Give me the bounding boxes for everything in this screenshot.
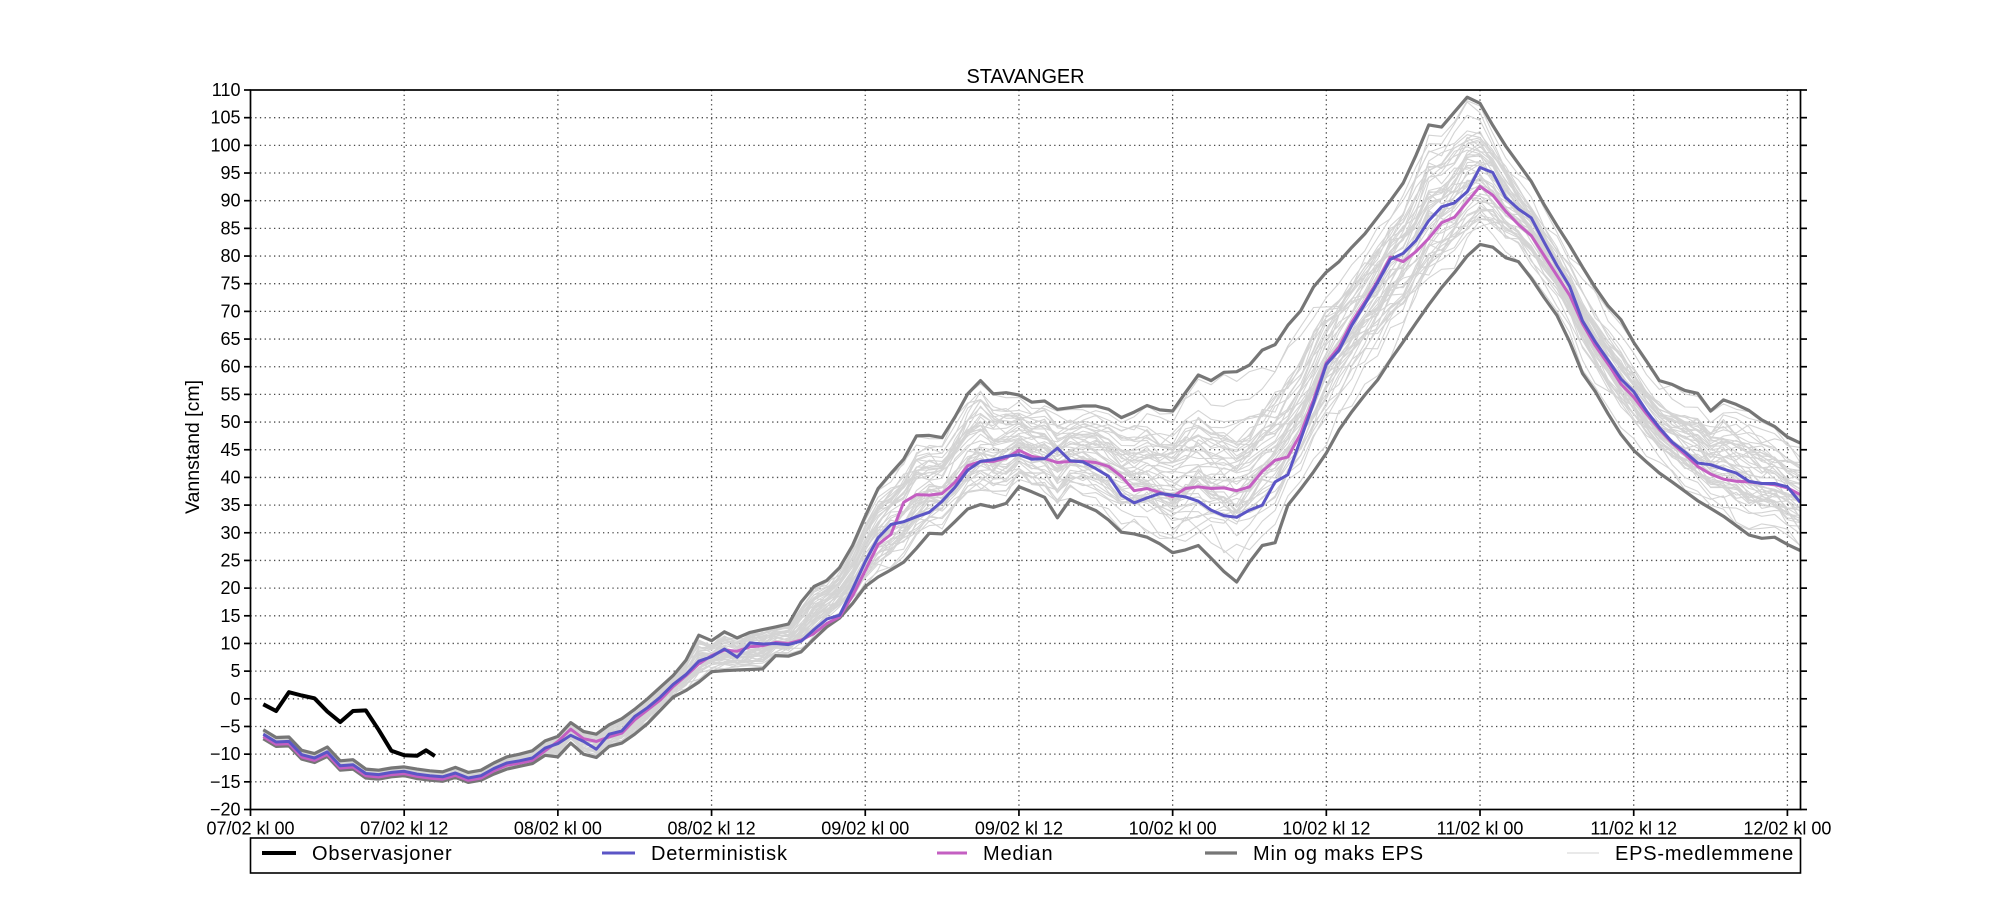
- svg-text:5: 5: [230, 661, 240, 681]
- svg-text:10: 10: [220, 633, 240, 653]
- svg-text:75: 75: [220, 274, 240, 294]
- svg-text:10/02 kl 12: 10/02 kl 12: [1282, 819, 1370, 839]
- svg-text:−10: −10: [210, 744, 241, 764]
- svg-text:95: 95: [220, 163, 240, 183]
- svg-text:Vannstand [cm]: Vannstand [cm]: [182, 380, 204, 514]
- svg-text:70: 70: [220, 301, 240, 321]
- svg-text:20: 20: [220, 578, 240, 598]
- svg-text:11/02 kl 00: 11/02 kl 00: [1437, 819, 1524, 839]
- svg-text:45: 45: [220, 440, 240, 460]
- svg-text:10/02 kl 00: 10/02 kl 00: [1129, 819, 1217, 839]
- svg-text:110: 110: [212, 80, 241, 100]
- svg-text:40: 40: [220, 467, 240, 487]
- svg-text:EPS-medlemmene: EPS-medlemmene: [1615, 843, 1794, 865]
- svg-text:07/02 kl 12: 07/02 kl 12: [360, 819, 448, 839]
- svg-text:90: 90: [220, 191, 240, 211]
- svg-text:25: 25: [220, 550, 240, 570]
- svg-text:Observasjoner: Observasjoner: [312, 843, 452, 865]
- svg-text:Min og maks EPS: Min og maks EPS: [1253, 843, 1424, 865]
- svg-text:105: 105: [210, 108, 240, 128]
- svg-text:−5: −5: [220, 716, 241, 736]
- svg-text:85: 85: [220, 218, 240, 238]
- svg-text:07/02 kl 00: 07/02 kl 00: [206, 819, 294, 839]
- svg-text:08/02 kl 00: 08/02 kl 00: [514, 819, 602, 839]
- svg-text:08/02 kl 12: 08/02 kl 12: [668, 819, 756, 839]
- svg-text:15: 15: [220, 606, 240, 626]
- svg-text:−20: −20: [210, 800, 241, 820]
- svg-text:Median: Median: [983, 843, 1053, 865]
- svg-text:100: 100: [210, 135, 240, 155]
- svg-text:35: 35: [220, 495, 240, 515]
- svg-text:09/02 kl 00: 09/02 kl 00: [821, 819, 909, 839]
- svg-text:60: 60: [220, 357, 240, 377]
- svg-text:65: 65: [220, 329, 240, 349]
- svg-text:12/02 kl 00: 12/02 kl 00: [1743, 819, 1831, 839]
- svg-text:0: 0: [230, 689, 240, 709]
- svg-text:STAVANGER: STAVANGER: [966, 66, 1084, 88]
- svg-text:55: 55: [220, 384, 240, 404]
- svg-text:−15: −15: [210, 772, 241, 792]
- svg-text:11/02 kl 12: 11/02 kl 12: [1590, 819, 1677, 839]
- svg-text:30: 30: [220, 523, 240, 543]
- svg-text:Deterministisk: Deterministisk: [651, 843, 788, 865]
- svg-text:09/02 kl 12: 09/02 kl 12: [975, 819, 1063, 839]
- svg-text:80: 80: [220, 246, 240, 266]
- svg-text:50: 50: [220, 412, 240, 432]
